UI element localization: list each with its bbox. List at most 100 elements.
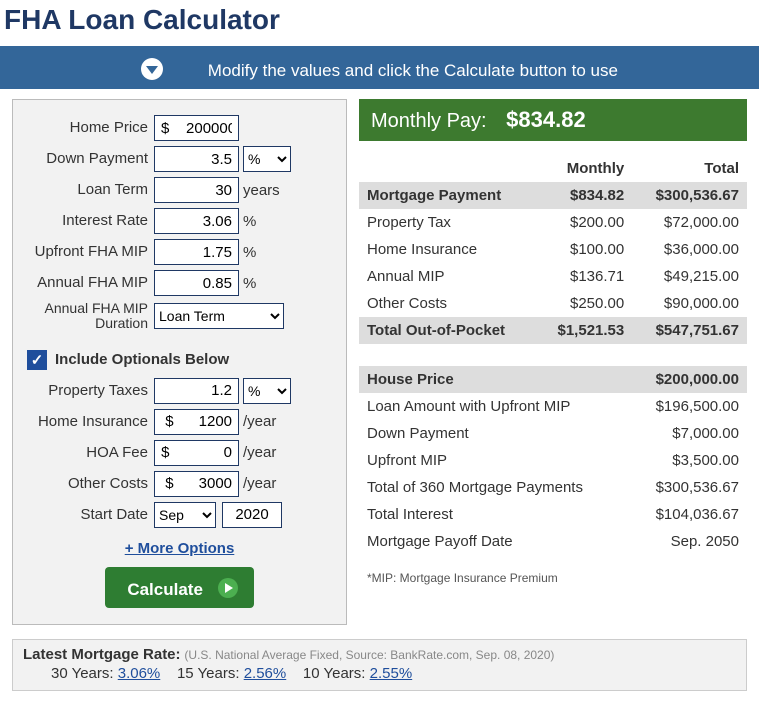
row-monthly: $100.00 xyxy=(537,236,632,263)
hoa-unit: /year xyxy=(243,444,276,461)
row-label: Total Out-of-Pocket xyxy=(359,317,537,344)
table-row: Total Out-of-Pocket$1,521.53$547,751.67 xyxy=(359,317,747,344)
loan-term-input[interactable] xyxy=(154,177,239,203)
latest-rate-box: Latest Mortgage Rate: (U.S. National Ave… xyxy=(12,639,747,691)
include-optionals-toggle[interactable]: Include Optionals Below xyxy=(27,350,340,370)
rate-30y-label: 30 Years: xyxy=(51,665,114,682)
summary-label: Loan Amount with Upfront MIP xyxy=(359,393,631,420)
home-price-input[interactable] xyxy=(154,115,239,141)
play-icon xyxy=(218,578,238,598)
rate-15y-link[interactable]: 2.56% xyxy=(244,665,287,682)
table-row: Mortgage Payment$834.82$300,536.67 xyxy=(359,182,747,209)
property-taxes-input[interactable] xyxy=(154,378,239,404)
summary-label: Down Payment xyxy=(359,420,631,447)
summary-value: $7,000.00 xyxy=(631,420,747,447)
instruction-banner: Modify the values and click the Calculat… xyxy=(0,46,759,89)
summary-label: Total Interest xyxy=(359,501,631,528)
rate-15y-label: 15 Years: xyxy=(177,665,240,682)
latest-rate-source: (U.S. National Average Fixed, Source: Ba… xyxy=(184,648,554,662)
row-total: $49,215.00 xyxy=(632,263,747,290)
calculate-label: Calculate xyxy=(127,580,203,599)
summary-value: Sep. 2050 xyxy=(631,528,747,555)
table-row: Total Interest$104,036.67 xyxy=(359,501,747,528)
table-row: Annual MIP$136.71$49,215.00 xyxy=(359,263,747,290)
interest-rate-input[interactable] xyxy=(154,208,239,234)
home-price-label: Home Price xyxy=(19,120,154,137)
summary-value: $104,036.67 xyxy=(631,501,747,528)
annual-mip-unit: % xyxy=(243,275,256,292)
down-payment-label: Down Payment xyxy=(19,151,154,168)
home-insurance-input[interactable] xyxy=(154,409,239,435)
start-year-input[interactable] xyxy=(222,502,282,528)
row-monthly: $1,521.53 xyxy=(537,317,632,344)
summary-value: $300,536.67 xyxy=(631,474,747,501)
interest-rate-label: Interest Rate xyxy=(19,213,154,230)
other-costs-input[interactable] xyxy=(154,471,239,497)
input-panel: Home Price Down Payment % Loan Term year… xyxy=(12,99,347,625)
down-payment-input[interactable] xyxy=(154,146,239,172)
latest-rate-title: Latest Mortgage Rate: xyxy=(23,646,181,663)
hoa-input[interactable] xyxy=(154,440,239,466)
table-row: Total of 360 Mortgage Payments$300,536.6… xyxy=(359,474,747,501)
start-month-select[interactable]: Sep xyxy=(154,502,216,528)
table-row: Upfront MIP$3,500.00 xyxy=(359,447,747,474)
row-label: Other Costs xyxy=(359,290,537,317)
loan-term-label: Loan Term xyxy=(19,182,154,199)
summary-label: House Price xyxy=(359,366,631,393)
row-label: Property Tax xyxy=(359,209,537,236)
table-row: Mortgage Payoff DateSep. 2050 xyxy=(359,528,747,555)
mip-duration-select[interactable]: Loan Term xyxy=(154,303,284,329)
row-monthly: $200.00 xyxy=(537,209,632,236)
property-taxes-label: Property Taxes xyxy=(19,383,154,400)
mip-duration-label: Annual FHA MIP Duration xyxy=(19,301,154,332)
row-monthly: $250.00 xyxy=(537,290,632,317)
row-label: Mortgage Payment xyxy=(359,182,537,209)
rate-10y-link[interactable]: 2.55% xyxy=(370,665,413,682)
other-costs-unit: /year xyxy=(243,475,276,492)
row-total: $90,000.00 xyxy=(632,290,747,317)
loan-term-unit: years xyxy=(243,182,280,199)
page-title: FHA Loan Calculator xyxy=(0,0,759,46)
upfront-mip-unit: % xyxy=(243,244,256,261)
table-row: House Price$200,000.00 xyxy=(359,366,747,393)
calculate-button[interactable]: Calculate xyxy=(105,567,253,608)
table-row: Down Payment$7,000.00 xyxy=(359,420,747,447)
home-insurance-unit: /year xyxy=(243,413,276,430)
results-panel: Monthly Pay: $834.82 Monthly Total Mortg… xyxy=(359,99,759,585)
home-insurance-label: Home Insurance xyxy=(19,414,154,431)
row-monthly: $834.82 xyxy=(537,182,632,209)
row-total: $547,751.67 xyxy=(632,317,747,344)
breakdown-table: Monthly Total Mortgage Payment$834.82$30… xyxy=(359,155,747,344)
summary-value: $200,000.00 xyxy=(631,366,747,393)
summary-table: House Price$200,000.00Loan Amount with U… xyxy=(359,366,747,555)
down-payment-unit-select[interactable]: % xyxy=(243,146,291,172)
summary-label: Mortgage Payoff Date xyxy=(359,528,631,555)
property-taxes-unit-select[interactable]: % xyxy=(243,378,291,404)
row-total: $72,000.00 xyxy=(632,209,747,236)
row-monthly: $136.71 xyxy=(537,263,632,290)
table-row: Home Insurance$100.00$36,000.00 xyxy=(359,236,747,263)
table-row: Property Tax$200.00$72,000.00 xyxy=(359,209,747,236)
row-label: Annual MIP xyxy=(359,263,537,290)
summary-label: Upfront MIP xyxy=(359,447,631,474)
annual-mip-label: Annual FHA MIP xyxy=(19,275,154,292)
row-label: Home Insurance xyxy=(359,236,537,263)
start-date-label: Start Date xyxy=(19,507,154,524)
col-monthly: Monthly xyxy=(537,155,632,182)
banner-text: Modify the values and click the Calculat… xyxy=(208,61,618,80)
interest-rate-unit: % xyxy=(243,213,256,230)
include-optionals-label: Include Optionals Below xyxy=(55,351,229,368)
row-total: $300,536.67 xyxy=(632,182,747,209)
upfront-mip-label: Upfront FHA MIP xyxy=(19,244,154,261)
annual-mip-input[interactable] xyxy=(154,270,239,296)
col-total: Total xyxy=(632,155,747,182)
monthly-pay-label: Monthly Pay: xyxy=(371,110,487,132)
table-row: Loan Amount with Upfront MIP$196,500.00 xyxy=(359,393,747,420)
checkbox-icon xyxy=(27,350,47,370)
more-options-link[interactable]: + More Options xyxy=(125,540,235,557)
rate-30y-link[interactable]: 3.06% xyxy=(118,665,161,682)
other-costs-label: Other Costs xyxy=(19,476,154,493)
rate-10y-label: 10 Years: xyxy=(303,665,366,682)
upfront-mip-input[interactable] xyxy=(154,239,239,265)
monthly-pay-value: $834.82 xyxy=(506,107,586,132)
